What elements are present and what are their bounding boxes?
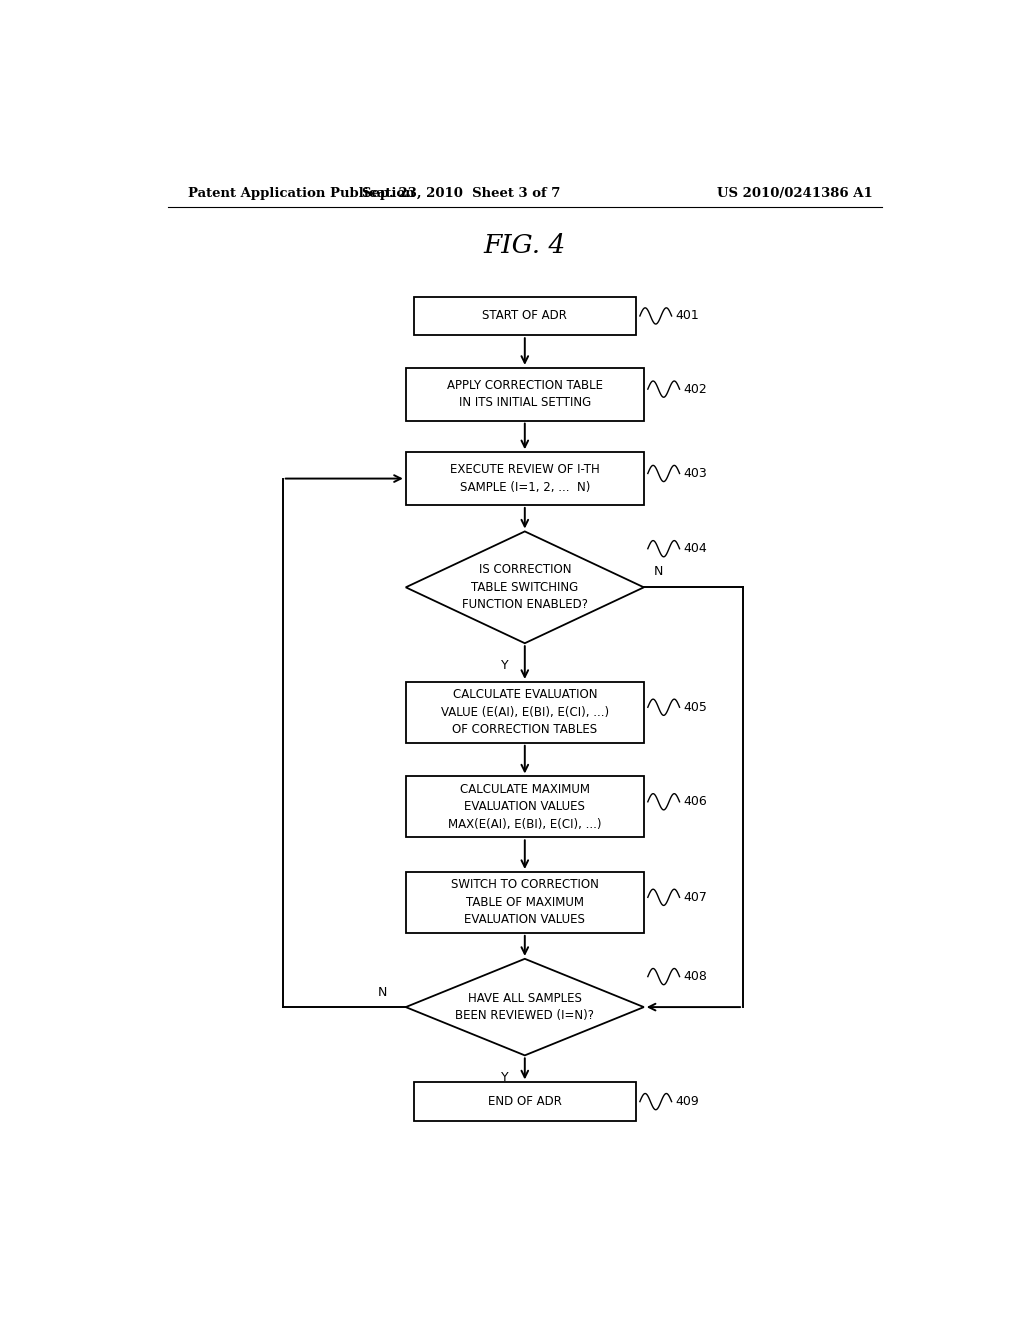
Text: END OF ADR: END OF ADR: [487, 1096, 562, 1107]
Text: 403: 403: [684, 467, 708, 480]
FancyBboxPatch shape: [406, 368, 644, 421]
Text: Sep. 23, 2010  Sheet 3 of 7: Sep. 23, 2010 Sheet 3 of 7: [362, 187, 560, 201]
Polygon shape: [406, 532, 644, 643]
Text: FIG. 4: FIG. 4: [483, 234, 566, 259]
Text: US 2010/0241386 A1: US 2010/0241386 A1: [717, 187, 872, 201]
Text: N: N: [653, 565, 663, 578]
Polygon shape: [406, 958, 644, 1056]
Text: EXECUTE REVIEW OF I-TH
SAMPLE (I=1, 2, ...  N): EXECUTE REVIEW OF I-TH SAMPLE (I=1, 2, .…: [450, 463, 600, 494]
FancyBboxPatch shape: [406, 873, 644, 933]
Text: 409: 409: [676, 1096, 699, 1107]
Text: N: N: [377, 986, 387, 999]
FancyBboxPatch shape: [406, 453, 644, 506]
Text: Y: Y: [501, 1072, 509, 1084]
Text: Y: Y: [501, 659, 509, 672]
Text: 405: 405: [684, 701, 708, 714]
Text: 404: 404: [684, 543, 708, 556]
Text: IS CORRECTION
TABLE SWITCHING
FUNCTION ENABLED?: IS CORRECTION TABLE SWITCHING FUNCTION E…: [462, 564, 588, 611]
FancyBboxPatch shape: [406, 682, 644, 743]
FancyBboxPatch shape: [414, 297, 636, 335]
Text: APPLY CORRECTION TABLE
IN ITS INITIAL SETTING: APPLY CORRECTION TABLE IN ITS INITIAL SE…: [446, 379, 603, 409]
Text: 402: 402: [684, 383, 708, 396]
Text: SWITCH TO CORRECTION
TABLE OF MAXIMUM
EVALUATION VALUES: SWITCH TO CORRECTION TABLE OF MAXIMUM EV…: [451, 878, 599, 927]
Text: CALCULATE MAXIMUM
EVALUATION VALUES
MAX(E(AI), E(BI), E(CI), ...): CALCULATE MAXIMUM EVALUATION VALUES MAX(…: [449, 783, 601, 830]
FancyBboxPatch shape: [414, 1082, 636, 1121]
Text: 408: 408: [684, 970, 708, 983]
Text: CALCULATE EVALUATION
VALUE (E(AI), E(BI), E(CI), ...)
OF CORRECTION TABLES: CALCULATE EVALUATION VALUE (E(AI), E(BI)…: [440, 688, 609, 737]
Text: START OF ADR: START OF ADR: [482, 309, 567, 322]
Text: 406: 406: [684, 795, 708, 808]
Text: 401: 401: [676, 309, 699, 322]
Text: Patent Application Publication: Patent Application Publication: [187, 187, 415, 201]
Text: 407: 407: [684, 891, 708, 904]
Text: HAVE ALL SAMPLES
BEEN REVIEWED (I=N)?: HAVE ALL SAMPLES BEEN REVIEWED (I=N)?: [456, 991, 594, 1023]
FancyBboxPatch shape: [406, 776, 644, 837]
